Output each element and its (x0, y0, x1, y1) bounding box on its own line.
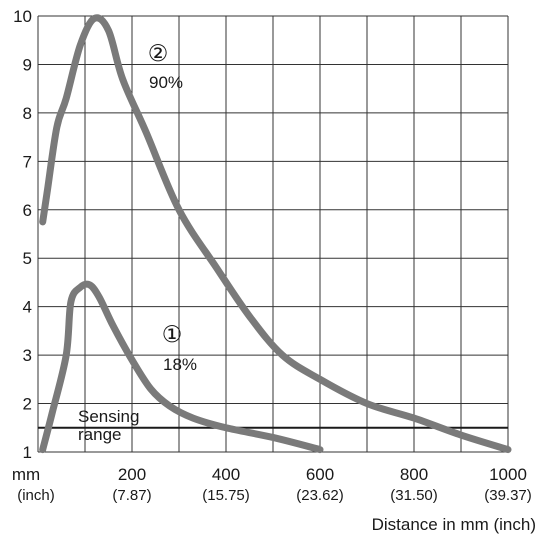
y-tick-label: 10 (13, 7, 32, 26)
y-tick-label: 5 (23, 249, 32, 268)
x-axis: mm (inch) 200 (7.87) 400 (15.75) 600 (23.62) 800… (12, 465, 536, 534)
x-tick-sub-label: (7.87) (112, 487, 151, 504)
reference-label-line2: range (78, 425, 121, 444)
y-tick-label: 9 (23, 55, 32, 74)
series-label-2: 90% (149, 73, 183, 92)
y-tick-label: 2 (23, 395, 32, 414)
x-tick-sub-label: (31.50) (390, 487, 438, 504)
annotations: ① 18% ② 90% (148, 41, 197, 374)
y-tick-label: 4 (23, 298, 32, 317)
x-tick-sub-label: (15.75) (202, 487, 250, 504)
x-unit-label: mm (12, 465, 40, 484)
series-line-1 (39, 280, 324, 454)
y-axis: 1 2 3 4 5 6 7 8 9 10 (13, 7, 32, 462)
x-tick-label: 600 (306, 465, 334, 484)
x-tick-label: 1000 (489, 465, 527, 484)
x-axis-title: Distance in mm (inch) (372, 515, 536, 534)
series-group (39, 14, 512, 454)
y-tick-label: 1 (23, 443, 32, 462)
x-tick-label: 800 (400, 465, 428, 484)
series-marker-1: ① (162, 322, 183, 348)
x-tick-sub-label: (23.62) (296, 487, 344, 504)
x-unit-sub-label: (inch) (17, 487, 55, 504)
series-line-2 (39, 14, 512, 454)
x-tick-label: 400 (212, 465, 240, 484)
y-tick-label: 6 (23, 201, 32, 220)
x-tick-label: 200 (118, 465, 146, 484)
y-tick-label: 7 (23, 152, 32, 171)
grid (37, 15, 509, 453)
y-tick-label: 3 (23, 346, 32, 365)
series-marker-2: ② (148, 41, 169, 67)
y-tick-label: 8 (23, 104, 32, 123)
series-label-1: 18% (163, 355, 197, 374)
x-tick-sub-label: (39.37) (484, 487, 532, 504)
reference-label-line1: Sensing (78, 407, 139, 426)
